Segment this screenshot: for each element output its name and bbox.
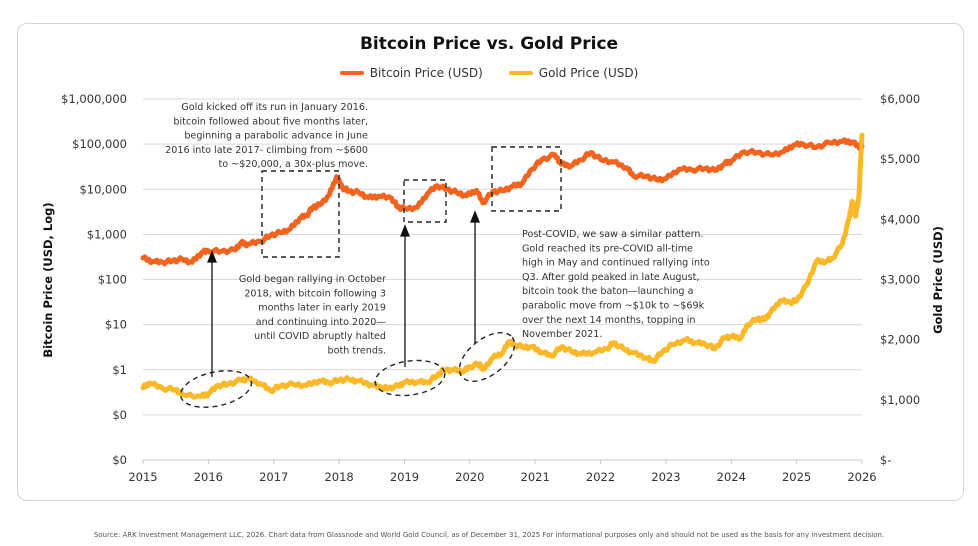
left-tick-label: $1 [112,363,127,377]
gold-price-line [140,132,865,400]
right-tick-label: $1,000 [880,393,920,407]
x-tick-label: 2024 [717,470,746,484]
left-tick-label: $10 [105,318,127,332]
left-tick-label: $10,000 [79,182,127,196]
right-tick-label: $4,000 [880,212,920,226]
annotation-line: parabolic move from ~$10k to ~$69k [522,301,705,312]
annotation-line: November 2021. [522,329,602,340]
left-tick-label: $1,000,000 [61,92,127,106]
x-axis: 2015 2016 2017 2018 2019 2020 2021 2022 2023 2024… [128,459,877,484]
chart-title: Bitcoin Price vs. Gold Price [359,34,619,54]
x-tick-label: 2019 [390,470,419,484]
annotation-line: Post-COVID, we saw a similar pattern. [522,229,704,240]
annotation-line: both trends. [328,346,386,357]
x-tick-label: 2021 [521,470,550,484]
annotation-line: until COVID abruptly halted [254,331,386,342]
annotation-line: bitcoin took the baton—launching a [522,286,693,297]
annotation-line: Q3. After gold peaked in late August, [522,272,699,283]
gold-price-spike [856,133,864,201]
annotation-line: Gold kicked off its run in January 2016. [181,102,368,113]
right-tick-label: $- [880,453,891,467]
arrow-head-2020 [470,210,480,223]
annotation-2019: Gold began rallying in October 2018, with… [239,274,387,357]
annotation-2016: Gold kicked off its run in January 2016.… [165,102,368,170]
annotation-arrows [207,210,480,377]
annotation-line: beginning a parabolic advance in June [184,131,368,142]
x-tick-label: 2023 [651,470,680,484]
annotation-line: bitcoin followed about five months later… [173,116,368,127]
annotation-line: Gold reached its pre-COVID all-time [522,243,693,254]
x-tick-label: 2026 [847,470,876,484]
highlight-box-2017 [261,170,340,258]
arrow-head-2019 [400,224,410,237]
annotation-2020: Post-COVID, we saw a similar pattern. Gol… [522,229,710,340]
legend-item-gold[interactable]: Gold Price (USD) [508,66,639,80]
right-tick-label: $5,000 [880,152,920,166]
annotation-line: months later in early 2019 [258,303,386,314]
legend-item-bitcoin[interactable]: Bitcoin Price (USD) [339,66,483,80]
annotation-line: Gold began rallying in October [239,274,386,285]
legend-swatch-gold [508,71,533,75]
x-tick-label: 2022 [586,470,615,484]
left-tick-label: $0 [112,408,127,422]
right-axis-title: Gold Price (USD) [931,226,945,334]
annotation-line: and continuing into 2020— [256,317,387,328]
arrow-head-2016 [207,250,217,263]
left-tick-label: $1,000 [87,227,127,241]
annotation-line: over the next 14 months, topping in [522,315,695,326]
left-axis-title: Bitcoin Price (USD, Log) [41,202,55,357]
highlight-box-2020 [491,146,562,212]
x-tick-label: 2025 [782,470,811,484]
x-tick-label: 2016 [194,470,223,484]
right-tick-label: $2,000 [880,333,920,347]
legend-swatch-bitcoin [339,71,364,75]
x-tick-label: 2020 [455,470,484,484]
annotation-line: to ~$20,000, a 30x-plus move. [219,159,369,170]
left-axis: $1,000,000 $100,000 $10,000 $1,000 $100 $10 $1… [61,92,127,467]
left-tick-label: $100 [98,273,127,287]
x-tick-label: 2015 [128,470,157,484]
annotation-line: high in May and continued rallying into [522,258,710,269]
series-layer [140,132,865,400]
left-tick-label: $100,000 [72,137,127,151]
highlight-ellipse-gold-2020 [458,332,516,382]
source-footnote: Source: ARK Investment Management LLC, 2… [93,531,885,539]
right-tick-label: $3,000 [880,273,920,287]
annotation-line: 2016 into late 2017- climbing from ~$600 [165,145,368,156]
annotation-line: 2018, with bitcoin following 3 [244,288,386,299]
legend-label-bitcoin: Bitcoin Price (USD) [369,66,483,80]
x-tick-label: 2017 [259,470,288,484]
x-tick-label: 2018 [324,470,353,484]
right-tick-label: $6,000 [880,92,920,106]
left-tick-label: $0 [112,453,127,467]
legend-label-gold: Gold Price (USD) [538,66,639,80]
highlight-ellipse-gold-2019 [374,359,446,397]
legend: Bitcoin Price (USD) Gold Price (USD) [0,66,978,80]
right-axis: $6,000 $5,000 $4,000 $3,000 $2,000 $1,000 $- [880,92,920,467]
highlight-box-2019 [403,179,447,223]
